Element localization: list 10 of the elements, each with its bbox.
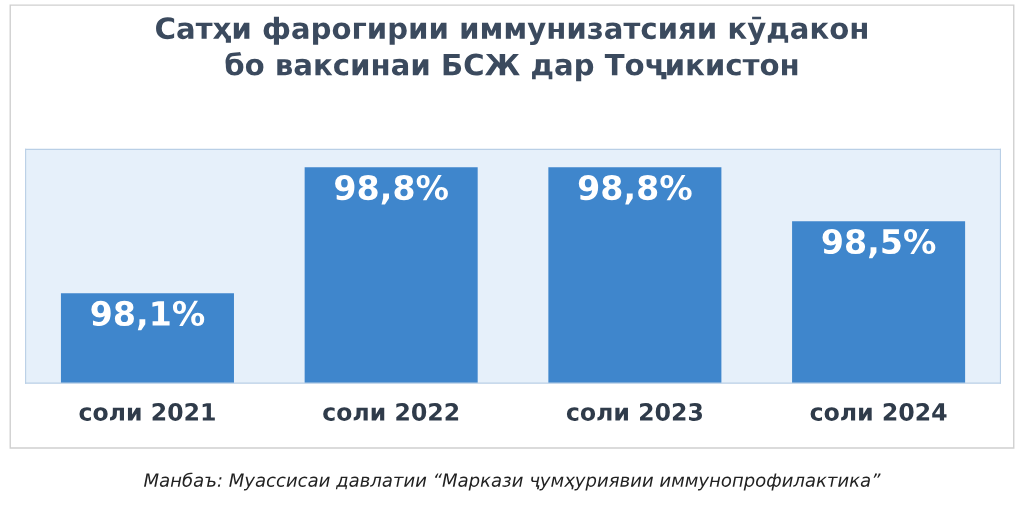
data-label: 98,1%: [91, 300, 205, 331]
chart-title: Сатҳи фарогирии иммунизатсияи кӯдакон бо ваксинаи БСЖ дар Тоҷикистон: [156, 16, 867, 82]
x-tick-label: соли 2022: [323, 403, 459, 421]
data-label: 98,5%: [822, 228, 936, 259]
text: Манбаъ: Муассисаи давлатии “Маркази ҷумҳуриявии иммунопрофилактика”: [144, 472, 881, 491]
data-label: 98,8%: [335, 174, 448, 205]
x-tick-label: соли 2023: [566, 403, 702, 421]
x-tick-label: соли 2024: [810, 403, 947, 421]
x-tick-label: соли 2021: [79, 403, 215, 421]
data-label: 98,8%: [578, 174, 692, 205]
